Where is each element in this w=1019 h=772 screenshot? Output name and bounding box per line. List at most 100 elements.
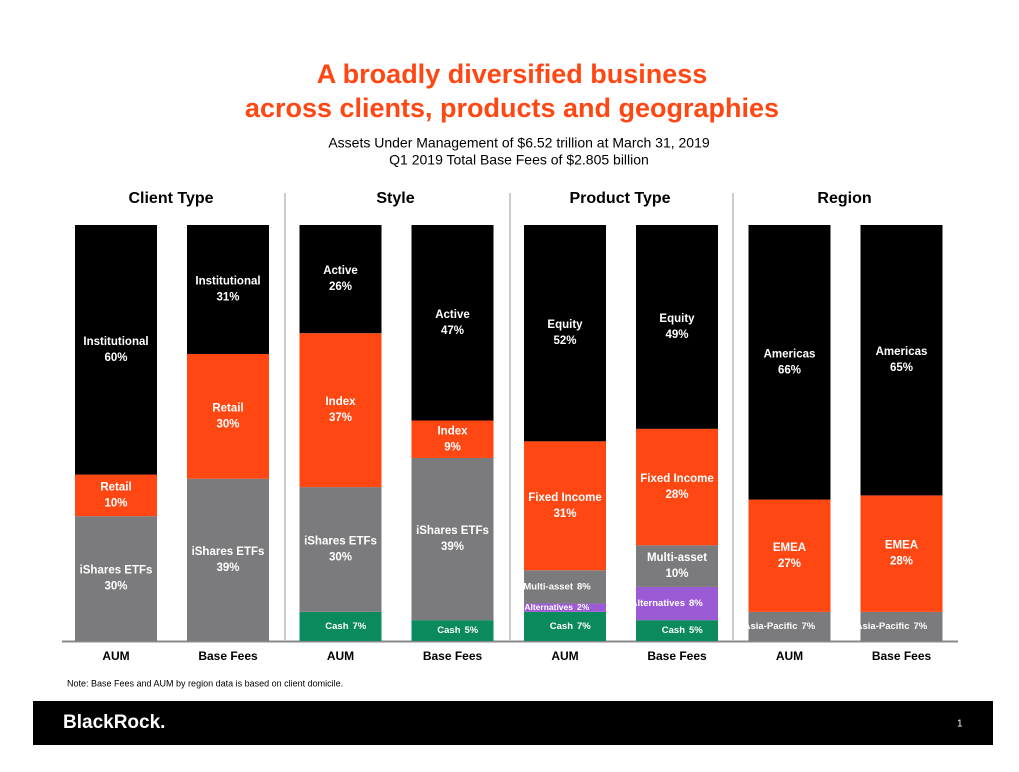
bar-segment bbox=[636, 620, 718, 641]
segment-name: Americas bbox=[764, 348, 816, 360]
footer-bar bbox=[33, 701, 993, 745]
bar-segment bbox=[75, 474, 157, 517]
bar-segment bbox=[524, 441, 606, 571]
x-tick-label: Base Fees bbox=[423, 649, 483, 663]
x-tick-label: Base Fees bbox=[198, 649, 258, 663]
bar-segment bbox=[187, 478, 269, 641]
segment-name: iShares ETFs bbox=[416, 525, 489, 537]
data-label: 49% bbox=[665, 329, 688, 341]
segment-name: EMEA bbox=[885, 540, 918, 552]
segment-name: Institutional bbox=[195, 276, 260, 288]
data-label: 28% bbox=[665, 489, 688, 501]
bar-segment bbox=[748, 225, 831, 500]
x-tick-label: AUM bbox=[776, 649, 803, 663]
data-label: 37% bbox=[329, 412, 352, 424]
segment-name: iShares ETFs bbox=[304, 536, 377, 548]
bar-segment bbox=[524, 570, 606, 604]
segment-name: Cash bbox=[325, 621, 348, 632]
segment-name: Multi-asset bbox=[523, 581, 573, 592]
bar-segment bbox=[299, 487, 382, 612]
data-label: 30% bbox=[216, 418, 239, 430]
brand: BlackRock. bbox=[63, 712, 165, 733]
title-line: across clients, products and geographies bbox=[245, 93, 779, 123]
x-tick-label: Base Fees bbox=[647, 649, 707, 663]
x-tick-label: AUM bbox=[551, 649, 578, 663]
bar-segment bbox=[524, 225, 606, 442]
bar-segment bbox=[75, 225, 157, 475]
data-label: 31% bbox=[216, 292, 239, 304]
bar-segment bbox=[411, 620, 494, 641]
segment-name: Retail bbox=[100, 481, 131, 493]
segment-name: Cash bbox=[550, 621, 573, 632]
bar-segment bbox=[187, 225, 269, 354]
data-label: 66% bbox=[778, 364, 801, 376]
bar-segment bbox=[411, 225, 494, 421]
segment-name: Index bbox=[325, 396, 356, 408]
data-label: 10% bbox=[665, 568, 688, 580]
data-label: 60% bbox=[104, 352, 127, 364]
page-number: 1 bbox=[957, 719, 963, 730]
data-label: 39% bbox=[216, 562, 239, 574]
bar-segment bbox=[299, 333, 382, 488]
bar-segment bbox=[748, 611, 831, 641]
subtitle-line: Q1 2019 Total Base Fees of $2.805 billio… bbox=[389, 152, 649, 168]
segment-name: Institutional bbox=[83, 336, 148, 348]
data-label: 7% bbox=[802, 621, 816, 632]
data-label: 28% bbox=[890, 556, 913, 568]
bar-segment bbox=[524, 611, 606, 641]
bar-segment bbox=[524, 603, 606, 612]
panel-title: Client Type bbox=[128, 190, 213, 207]
data-label: 47% bbox=[441, 325, 464, 337]
bar-segment bbox=[636, 586, 718, 621]
segment-name: Active bbox=[323, 265, 358, 277]
data-label: 5% bbox=[465, 625, 479, 636]
panel-title: Style bbox=[376, 190, 414, 207]
bar-segment bbox=[75, 516, 157, 641]
data-label: 39% bbox=[441, 541, 464, 553]
data-label: 8% bbox=[689, 598, 703, 609]
segment-name: Asia-Pacific bbox=[744, 621, 798, 632]
note: Note: Base Fees and AUM by region data i… bbox=[67, 678, 343, 688]
data-label: 26% bbox=[329, 281, 352, 293]
segment-name: Cash bbox=[662, 625, 685, 636]
bar-segment bbox=[860, 225, 943, 496]
panel-title: Region bbox=[817, 190, 871, 207]
bar-segment bbox=[860, 495, 943, 612]
bar-segment bbox=[636, 428, 718, 546]
segment-name: Retail bbox=[212, 402, 243, 414]
bar-segment bbox=[299, 611, 382, 641]
segment-name: Alternatives bbox=[524, 602, 573, 612]
segment-name: Cash bbox=[437, 625, 460, 636]
segment-name: Multi-asset bbox=[647, 552, 707, 564]
x-tick-label: Base Fees bbox=[872, 649, 932, 663]
segment-name: Americas bbox=[876, 346, 928, 358]
data-label: 30% bbox=[104, 581, 127, 593]
bar-segment bbox=[748, 499, 831, 612]
segment-name: Alternatives bbox=[631, 598, 685, 609]
bar-segment bbox=[299, 225, 382, 334]
segment-name: Asia-Pacific bbox=[856, 621, 910, 632]
data-label: 9% bbox=[444, 441, 461, 453]
data-label: 7% bbox=[914, 621, 928, 632]
segment-name: Equity bbox=[659, 313, 695, 325]
data-label: 30% bbox=[329, 552, 352, 564]
segment-name: Active bbox=[435, 309, 470, 321]
bar-segment bbox=[636, 225, 718, 429]
data-label: 31% bbox=[553, 508, 576, 520]
bar-segment bbox=[860, 611, 943, 641]
segment-name: Index bbox=[437, 425, 468, 437]
bar-segment bbox=[411, 420, 494, 458]
segment-name: Equity bbox=[547, 319, 583, 331]
data-label: 8% bbox=[577, 581, 591, 592]
subtitle-line: Assets Under Management of $6.52 trillio… bbox=[328, 135, 710, 151]
segment-name: Fixed Income bbox=[528, 492, 602, 504]
data-label: 7% bbox=[353, 621, 367, 632]
x-tick-label: AUM bbox=[327, 649, 354, 663]
data-label: 7% bbox=[577, 621, 591, 632]
segment-name: Fixed Income bbox=[640, 473, 714, 485]
data-label: 52% bbox=[553, 335, 576, 347]
x-tick-label: AUM bbox=[102, 649, 129, 663]
data-label: 27% bbox=[778, 558, 801, 570]
data-label: 2% bbox=[577, 602, 590, 612]
